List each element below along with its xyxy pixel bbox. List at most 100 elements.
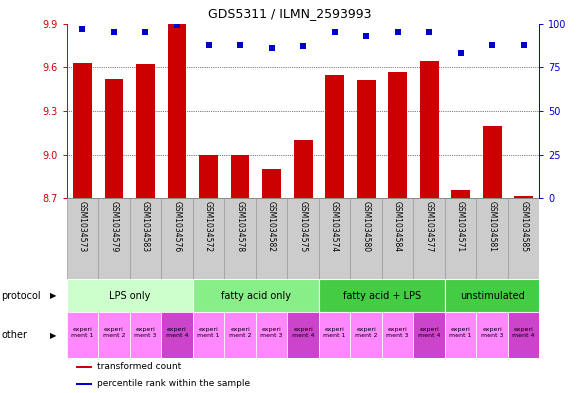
Text: fatty acid + LPS: fatty acid + LPS [343, 291, 421, 301]
Bar [476, 198, 508, 279]
Bar [224, 198, 256, 279]
Text: GSM1034582: GSM1034582 [267, 201, 276, 252]
Point [141, 29, 150, 35]
Bar [388, 72, 407, 198]
Point [172, 22, 182, 28]
Text: GSM1034571: GSM1034571 [456, 201, 465, 252]
Text: experi
ment 3: experi ment 3 [386, 327, 409, 338]
Bar [168, 24, 186, 198]
Point [487, 41, 496, 48]
Bar [76, 366, 92, 368]
Bar [445, 198, 476, 279]
Bar [382, 198, 414, 279]
Bar [193, 279, 319, 312]
Bar [224, 312, 256, 358]
Text: GSM1034573: GSM1034573 [78, 201, 87, 252]
Point [298, 43, 307, 50]
Text: transformed count: transformed count [97, 362, 181, 371]
Point [204, 41, 213, 48]
Text: experi
ment 1: experi ment 1 [71, 327, 93, 338]
Text: GSM1034585: GSM1034585 [519, 201, 528, 252]
Bar [319, 312, 350, 358]
Text: unstimulated: unstimulated [460, 291, 524, 301]
Bar [136, 64, 155, 198]
Bar [414, 312, 445, 358]
Point [235, 41, 245, 48]
Bar [130, 198, 161, 279]
Text: experi
ment 1: experi ment 1 [197, 327, 220, 338]
Bar [319, 279, 445, 312]
Bar [445, 279, 539, 312]
Text: experi
ment 2: experi ment 2 [229, 327, 251, 338]
Bar [67, 198, 98, 279]
Bar [293, 140, 313, 198]
Text: ▶: ▶ [50, 291, 57, 300]
Text: GSM1034572: GSM1034572 [204, 201, 213, 252]
Text: GSM1034580: GSM1034580 [361, 201, 371, 252]
Bar [350, 198, 382, 279]
Text: GSM1034581: GSM1034581 [488, 201, 496, 252]
Text: experi
ment 1: experi ment 1 [324, 327, 346, 338]
Bar [508, 198, 539, 279]
Bar [350, 312, 382, 358]
Text: ▶: ▶ [50, 331, 57, 340]
Point [393, 29, 403, 35]
Point [425, 29, 434, 35]
Point [267, 45, 276, 51]
Text: GSM1034584: GSM1034584 [393, 201, 402, 252]
Bar [514, 196, 533, 198]
Bar [161, 198, 193, 279]
Bar [451, 190, 470, 198]
Bar [67, 279, 193, 312]
Text: experi
ment 3: experi ment 3 [481, 327, 503, 338]
Bar [420, 61, 438, 198]
Text: experi
ment 3: experi ment 3 [134, 327, 157, 338]
Text: protocol: protocol [1, 291, 41, 301]
Bar [382, 312, 414, 358]
Point [330, 29, 339, 35]
Point [78, 26, 87, 32]
Bar [325, 75, 344, 198]
Text: experi
ment 2: experi ment 2 [355, 327, 378, 338]
Text: GSM1034578: GSM1034578 [235, 201, 245, 252]
Text: experi
ment 4: experi ment 4 [512, 327, 535, 338]
Bar [287, 198, 319, 279]
Bar [256, 198, 287, 279]
Point [361, 33, 371, 39]
Bar [508, 312, 539, 358]
Text: GSM1034575: GSM1034575 [299, 201, 307, 252]
Bar [76, 383, 92, 385]
Text: percentile rank within the sample: percentile rank within the sample [97, 379, 250, 388]
Bar [193, 198, 224, 279]
Bar [130, 312, 161, 358]
Text: experi
ment 1: experi ment 1 [450, 327, 472, 338]
Text: LPS only: LPS only [109, 291, 150, 301]
Text: GSM1034583: GSM1034583 [141, 201, 150, 252]
Bar [199, 155, 218, 198]
Text: experi
ment 3: experi ment 3 [260, 327, 283, 338]
Bar [483, 126, 502, 198]
Bar [256, 312, 287, 358]
Text: other: other [1, 330, 27, 340]
Point [109, 29, 119, 35]
Bar [98, 312, 130, 358]
Text: GSM1034579: GSM1034579 [110, 201, 118, 252]
Bar [231, 155, 249, 198]
Text: experi
ment 4: experi ment 4 [292, 327, 314, 338]
Bar [161, 312, 193, 358]
Text: GDS5311 / ILMN_2593993: GDS5311 / ILMN_2593993 [208, 7, 372, 20]
Bar [262, 169, 281, 198]
Text: GSM1034576: GSM1034576 [172, 201, 182, 252]
Bar [67, 312, 98, 358]
Bar [357, 81, 375, 198]
Bar [98, 198, 130, 279]
Text: GSM1034577: GSM1034577 [425, 201, 434, 252]
Bar [193, 312, 224, 358]
Bar [319, 198, 350, 279]
Text: experi
ment 4: experi ment 4 [418, 327, 440, 338]
Bar [414, 198, 445, 279]
Text: GSM1034574: GSM1034574 [330, 201, 339, 252]
Bar [287, 312, 319, 358]
Text: experi
ment 4: experi ment 4 [166, 327, 188, 338]
Text: experi
ment 2: experi ment 2 [103, 327, 125, 338]
